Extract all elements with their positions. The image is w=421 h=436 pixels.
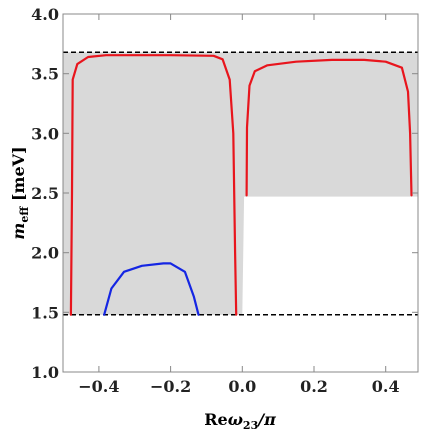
y-tick-label: 3.5 [31, 65, 59, 84]
allowed-region [63, 52, 418, 315]
shaded-region-layer [63, 52, 418, 315]
x-tick-label: −0.2 [150, 377, 191, 396]
x-tick-label: 0.2 [300, 377, 328, 396]
red-curve-1 [69, 54, 238, 316]
y-tick-label: 2.5 [31, 184, 59, 203]
y-tick-label: 2.0 [31, 244, 59, 263]
y-tick-label: 4.0 [31, 5, 59, 24]
dashed-line-layer [63, 51, 418, 316]
blue-curve-3 [103, 262, 200, 316]
tick-layer: −0.4 −0.2 0.0 0.2 0.4 1.0 1.5 2.0 2.5 3.0 3.5 4.0 [31, 5, 418, 396]
y-tick-label: 1.5 [31, 303, 59, 322]
x-tick-label: 0.0 [228, 377, 256, 396]
y-tick-label: 3.0 [31, 124, 59, 143]
y-axis-label: meff [meV] [9, 146, 31, 239]
x-tick-label: −0.4 [78, 377, 119, 396]
x-tick-label: 0.4 [372, 377, 400, 396]
red-curve-2 [245, 58, 413, 197]
y-tick-label: 1.0 [31, 363, 59, 382]
x-axis-label: Reω23/π [204, 410, 276, 432]
series-layer [69, 54, 413, 316]
